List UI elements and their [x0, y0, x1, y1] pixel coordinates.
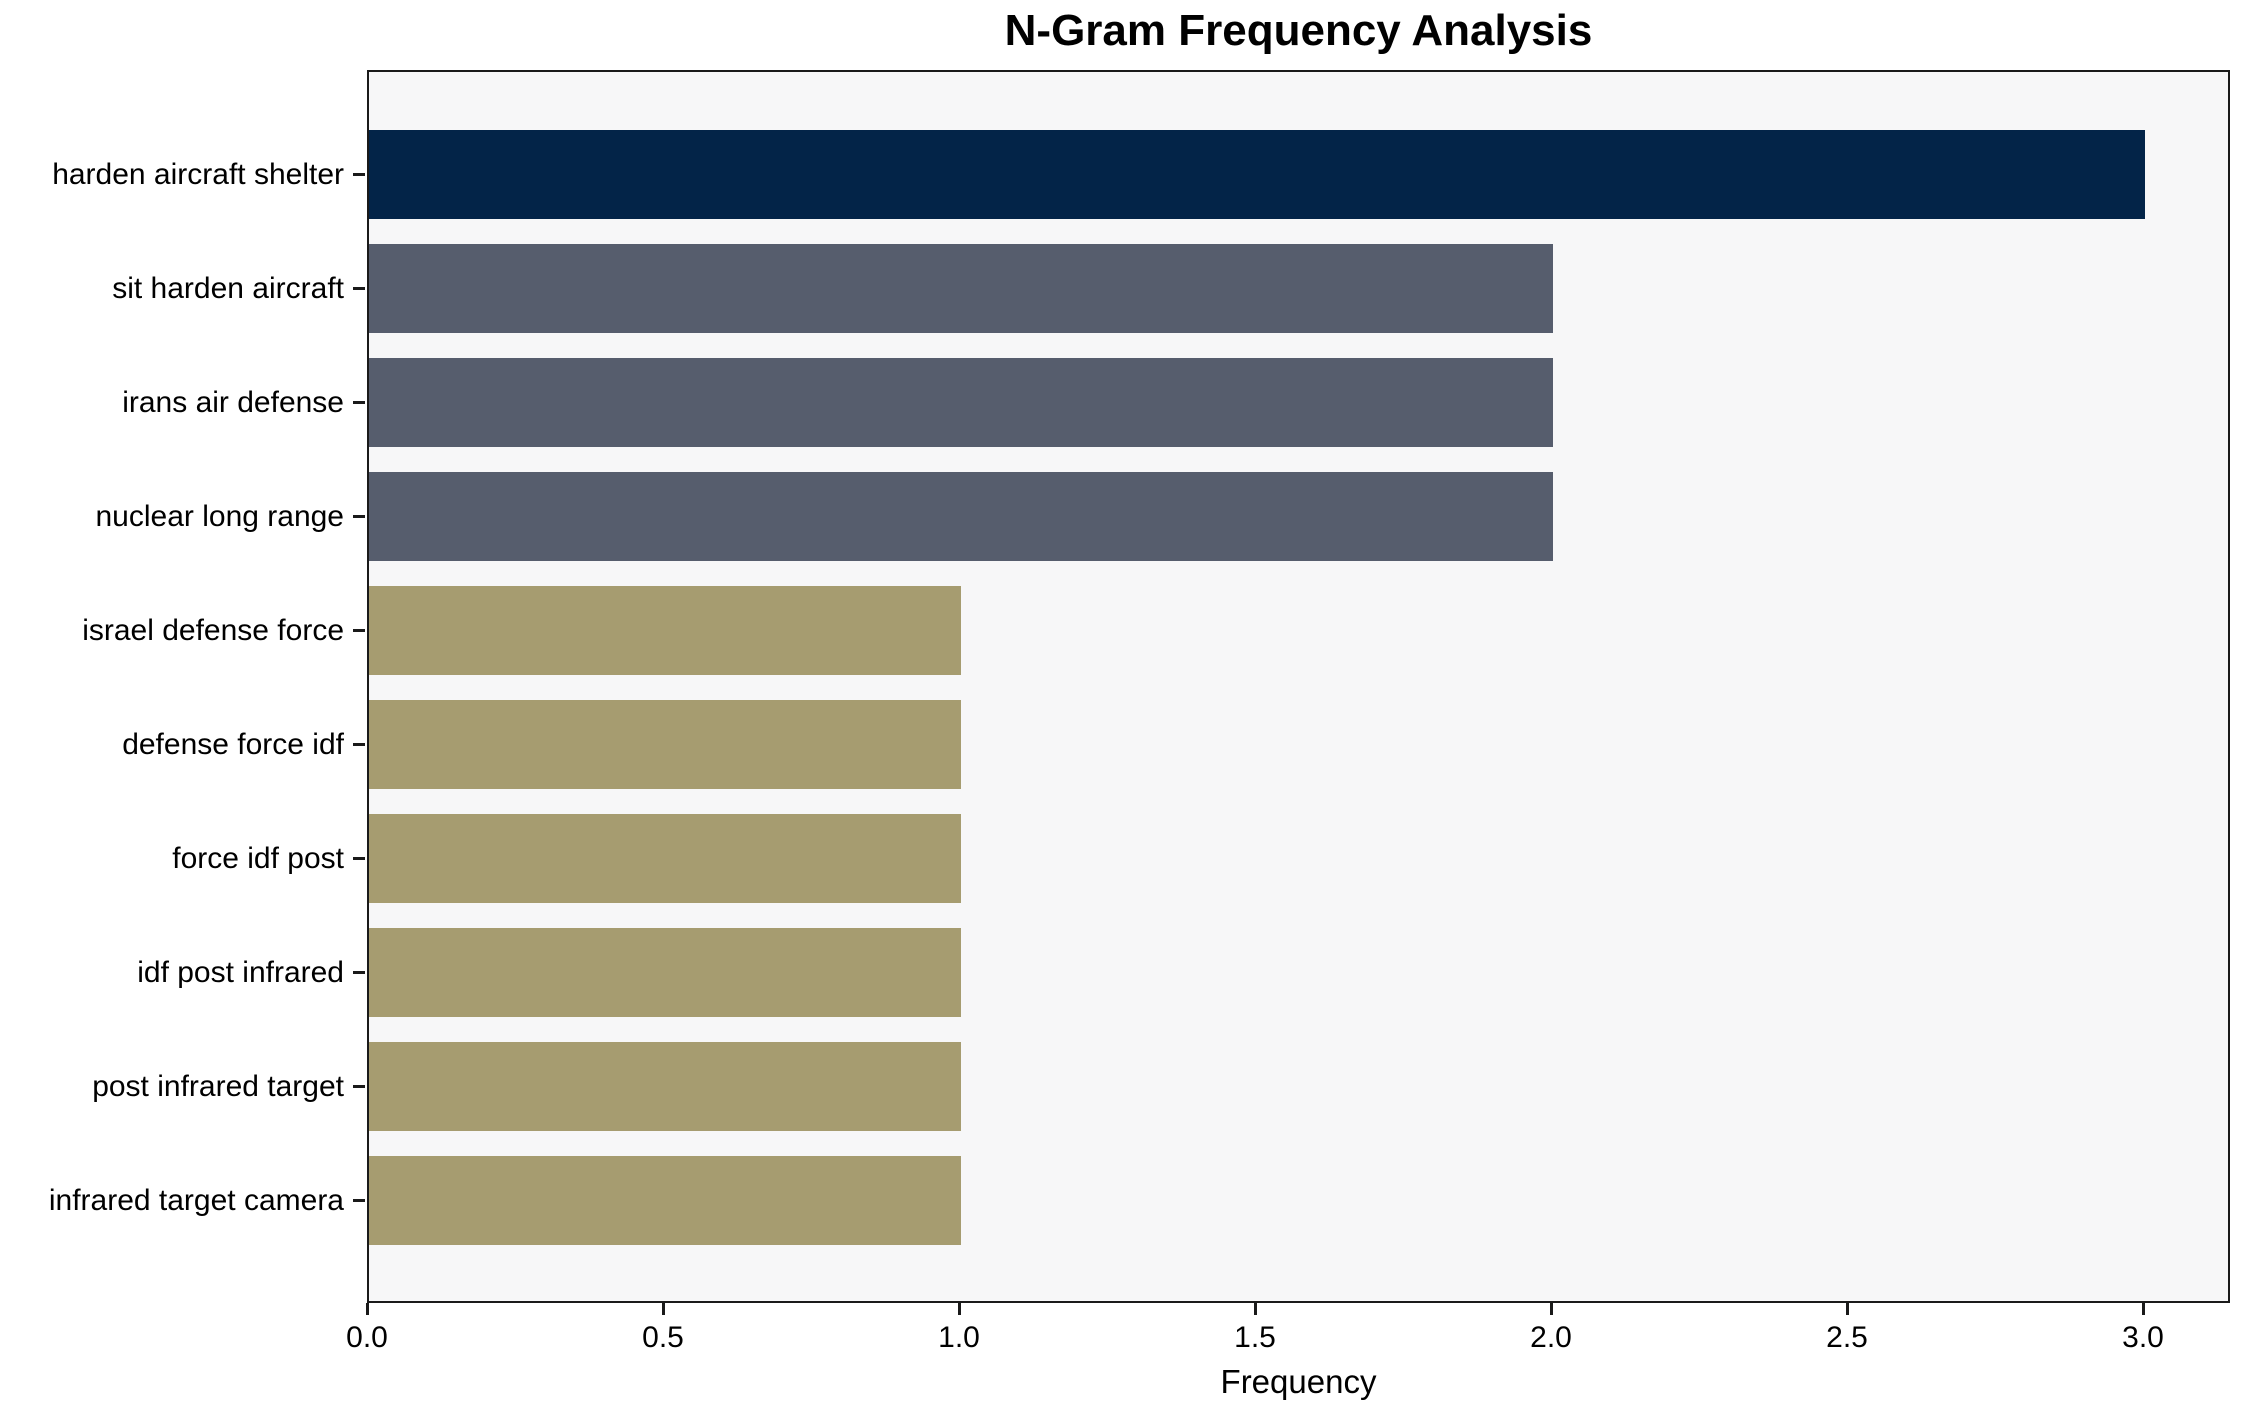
y-tick-label-1: sit harden aircraft: [112, 271, 344, 305]
x-tick-mark-2: [957, 1303, 961, 1315]
y-tick-mark-3: [353, 515, 365, 518]
plot-area: [367, 70, 2230, 1303]
x-tick-label-1: 0.5: [642, 1321, 684, 1354]
y-tick-label-5: defense force idf: [122, 727, 344, 761]
bar-5: [369, 700, 961, 789]
x-tick-label-6: 3.0: [2122, 1321, 2164, 1354]
y-tick-mark-8: [353, 1085, 365, 1088]
y-tick-label-3: nuclear long range: [95, 499, 344, 533]
bar-9: [369, 1156, 961, 1245]
y-tick-label-9: infrared target camera: [48, 1183, 344, 1217]
bar-0: [369, 130, 2145, 219]
bar-1: [369, 244, 1553, 333]
y-tick-mark-1: [353, 287, 365, 290]
bar-3: [369, 472, 1553, 561]
bar-8: [369, 1042, 961, 1131]
x-tick-mark-0: [365, 1303, 369, 1315]
bar-7: [369, 928, 961, 1017]
x-axis-title: Frequency: [1220, 1363, 1377, 1400]
chart-title: N-Gram Frequency Analysis: [1004, 6, 1593, 55]
y-tick-mark-2: [353, 401, 365, 404]
x-tick-label-5: 2.5: [1826, 1321, 1868, 1354]
y-tick-label-0: harden aircraft shelter: [52, 157, 344, 191]
y-tick-label-4: israel defense force: [82, 613, 344, 647]
x-tick-label-4: 2.0: [1530, 1321, 1572, 1354]
x-tick-mark-3: [1253, 1303, 1257, 1315]
x-tick-label-3: 1.5: [1234, 1321, 1276, 1354]
bar-2: [369, 358, 1553, 447]
y-tick-label-2: irans air defense: [122, 385, 344, 419]
x-tick-label-2: 1.0: [938, 1321, 980, 1354]
y-tick-mark-0: [353, 173, 365, 176]
bar-6: [369, 814, 961, 903]
y-tick-label-6: force idf post: [172, 841, 344, 875]
x-tick-mark-1: [661, 1303, 665, 1315]
x-tick-mark-6: [2141, 1303, 2145, 1315]
x-tick-label-0: 0.0: [346, 1321, 388, 1354]
x-tick-mark-5: [1845, 1303, 1849, 1315]
y-tick-mark-5: [353, 743, 365, 746]
y-tick-mark-6: [353, 857, 365, 860]
y-tick-label-7: idf post infrared: [137, 955, 344, 989]
bar-4: [369, 586, 961, 675]
y-tick-mark-9: [353, 1199, 365, 1202]
y-tick-mark-7: [353, 971, 365, 974]
y-tick-label-8: post infrared target: [92, 1069, 344, 1103]
y-tick-mark-4: [353, 629, 365, 632]
x-tick-mark-4: [1549, 1303, 1553, 1315]
